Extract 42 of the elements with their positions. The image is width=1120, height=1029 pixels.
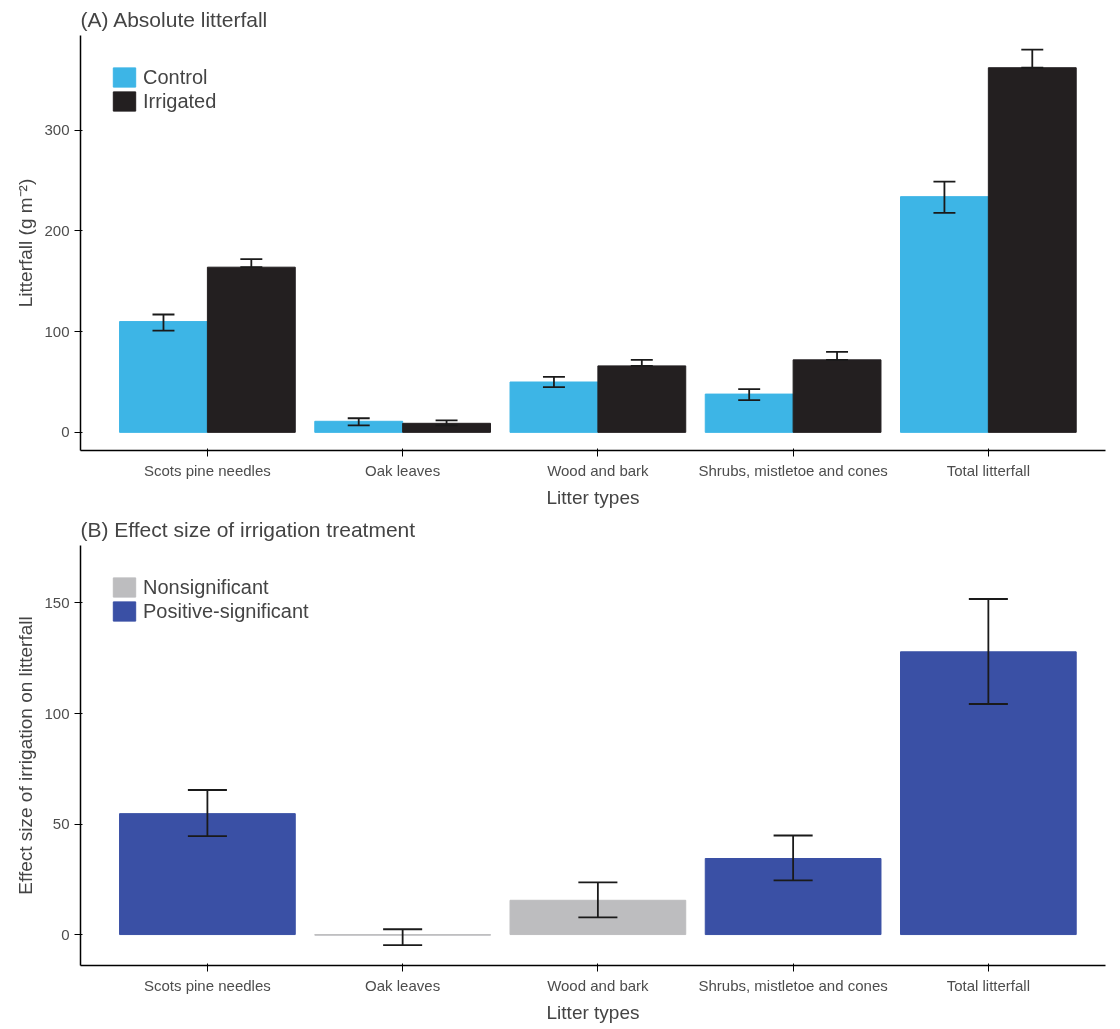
x-tick-label: Wood and bark [547,461,650,479]
legend-label: Control [143,65,208,89]
y-axis-title: Litterfall (g m⁻²) [15,178,37,308]
bar [509,899,687,936]
y-tick-label: 150 [44,593,70,611]
y-tick-label: 100 [44,704,70,722]
bar [119,813,296,936]
legend-label: Positive-significant [143,599,309,623]
y-tick-label: 200 [44,221,70,239]
y-tick-label: 300 [44,121,70,139]
y-tick-label: 100 [44,322,70,340]
bar [987,67,1077,433]
x-tick-label: Oak leaves [365,976,441,994]
x-tick-label: Total litterfall [946,461,1031,479]
chart-title: (A) Absolute litterfall [80,7,268,31]
x-tick-label: Total litterfall [946,976,1031,994]
bar [704,393,794,433]
y-tick-label: 50 [52,815,70,833]
bar [206,266,296,433]
x-axis-title: Litter types [546,486,640,508]
bar [314,420,404,433]
y-tick-label: 0 [61,925,70,943]
y-tick-label: 0 [61,423,70,441]
x-tick-label: Shrubs, mistletoe and cones [698,461,888,479]
bar [792,359,882,433]
chart-title: (B) Effect size of irrigation treatment [80,517,416,541]
bar [597,365,687,433]
bar [900,196,989,433]
x-tick-label: Scots pine needles [144,461,271,479]
x-axis-title: Litter types [546,1001,640,1023]
x-tick-label: Scots pine needles [144,976,271,994]
x-tick-label: Oak leaves [365,461,441,479]
legend-label: Irrigated [143,89,217,113]
y-axis-title: Effect size of irrigation on litterfall [15,616,37,895]
bar [900,651,1077,936]
bar [402,422,491,433]
legend-label: Nonsignificant [143,575,269,599]
bar [509,381,599,433]
bar [119,321,208,433]
x-tick-label: Shrubs, mistletoe and cones [698,976,888,994]
x-tick-label: Wood and bark [547,976,650,994]
bar [704,858,882,936]
